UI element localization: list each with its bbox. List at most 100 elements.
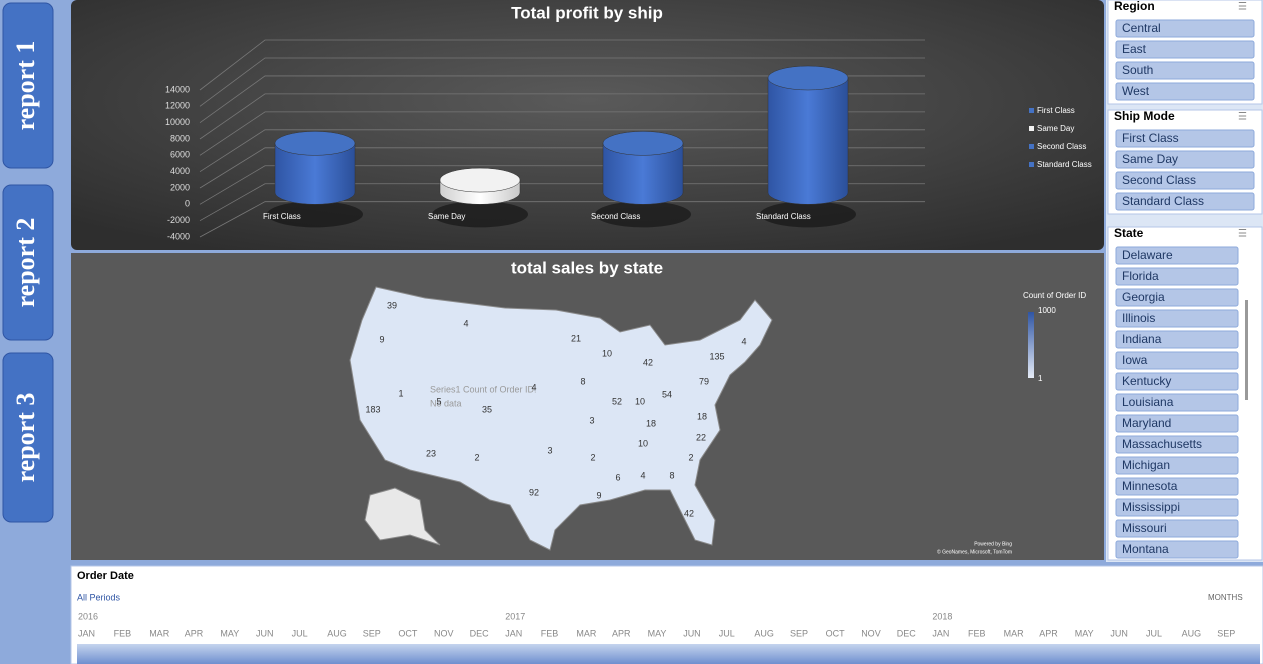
timeline-month[interactable]: MAY (220, 628, 239, 638)
timeline-month[interactable]: MAY (1075, 628, 1094, 638)
nav-label[interactable]: report 3 (11, 393, 40, 483)
slicer-item-label[interactable]: First Class (1122, 131, 1179, 145)
slicer-item[interactable] (1115, 61, 1255, 80)
timeline-month[interactable]: JAN (505, 628, 522, 638)
grid-line (199, 165, 925, 205)
timeline-month[interactable]: JUL (292, 628, 308, 638)
slicer-item-label[interactable]: Second Class (1122, 173, 1196, 187)
timeline-month[interactable]: DEC (897, 628, 917, 638)
state-value: 183 (365, 404, 380, 414)
timeline-month[interactable]: JUL (1146, 628, 1162, 638)
timeline-month[interactable]: JUN (1110, 628, 1128, 638)
timeline-unit[interactable]: MONTHS (1208, 593, 1243, 602)
slicer-item[interactable] (1115, 540, 1239, 559)
slicer-item[interactable] (1115, 246, 1239, 265)
timeline-month[interactable]: APR (185, 628, 204, 638)
slicer-item[interactable] (1115, 330, 1239, 349)
slicer-item[interactable] (1115, 288, 1239, 307)
slicer-item[interactable] (1115, 372, 1239, 391)
slicer-item[interactable] (1115, 351, 1239, 370)
timeline-month[interactable]: FEB (114, 628, 132, 638)
slicer-item[interactable] (1115, 171, 1255, 190)
timeline-month[interactable]: FEB (968, 628, 986, 638)
slicer-item[interactable] (1115, 414, 1239, 433)
slicer-item[interactable] (1115, 129, 1255, 148)
nav-label[interactable]: report 2 (11, 218, 40, 308)
timeline-bar (77, 644, 1260, 664)
slicer-item-label[interactable]: Michigan (1122, 458, 1170, 472)
nav-label[interactable]: report 1 (11, 41, 40, 131)
timeline-month[interactable]: NOV (861, 628, 881, 638)
nav-button[interactable] (2, 2, 54, 169)
slicer-clear-filter[interactable]: ☰ (1238, 2, 1247, 13)
slicer-item[interactable] (1115, 477, 1239, 496)
slicer-clear-filter[interactable]: ☰ (1238, 229, 1247, 240)
timeline-month[interactable]: AUG (1182, 628, 1202, 638)
nav-button[interactable] (2, 184, 54, 341)
slicer-item-label[interactable]: South (1122, 63, 1153, 77)
timeline-month[interactable]: MAR (576, 628, 597, 638)
timeline-month[interactable]: JAN (932, 628, 949, 638)
timeline-month[interactable]: SEP (1217, 628, 1235, 638)
slicer-item-label[interactable]: Missouri (1122, 521, 1167, 535)
slicer-item-label[interactable]: Standard Class (1122, 194, 1204, 208)
slicer-item-label[interactable]: Same Day (1122, 152, 1178, 166)
y-tick-label: 12000 (165, 101, 190, 111)
slicer-item-label[interactable]: Minnesota (1122, 479, 1178, 493)
slicer-item-label[interactable]: Central (1122, 21, 1161, 35)
timeline-month[interactable]: NOV (434, 628, 454, 638)
slicer-item-label[interactable]: Indiana (1122, 332, 1162, 346)
timeline-month[interactable]: AUG (327, 628, 347, 638)
slicer-item-label[interactable]: Illinois (1122, 311, 1155, 325)
slicer-item[interactable] (1115, 267, 1239, 286)
slicer-clear-filter[interactable]: ☰ (1238, 112, 1247, 123)
slicer-item[interactable] (1115, 456, 1239, 475)
timeline-month[interactable]: JUN (683, 628, 701, 638)
y-tick-label: -2000 (167, 215, 190, 225)
timeline-month[interactable]: MAY (648, 628, 667, 638)
nav-button[interactable] (2, 352, 54, 523)
slicer-item[interactable] (1115, 19, 1255, 38)
timeline-month[interactable]: MAR (149, 628, 170, 638)
timeline-month[interactable]: DEC (470, 628, 490, 638)
timeline-month[interactable]: APR (612, 628, 631, 638)
timeline-month[interactable]: OCT (826, 628, 846, 638)
slicer-item[interactable] (1115, 82, 1255, 101)
timeline-month[interactable]: JAN (78, 628, 95, 638)
state-value: 21 (571, 333, 581, 343)
slicer-item-label[interactable]: Georgia (1122, 290, 1165, 304)
slicer-item[interactable] (1115, 435, 1239, 454)
slicer-item-label[interactable]: Louisiana (1122, 395, 1174, 409)
slicer-item[interactable] (1115, 519, 1239, 538)
slicer-item[interactable] (1115, 393, 1239, 412)
state-value: 3 (547, 445, 552, 455)
alaska (364, 487, 441, 546)
slicer-item-label[interactable]: Iowa (1122, 353, 1148, 367)
slicer-item-label[interactable]: East (1122, 42, 1147, 56)
timeline-month[interactable]: APR (1039, 628, 1058, 638)
slicer-item-label[interactable]: Maryland (1122, 416, 1171, 430)
slicer-item-label[interactable]: Kentucky (1122, 374, 1171, 388)
slicer-item-label[interactable]: Montana (1122, 542, 1169, 556)
slicer-item[interactable] (1115, 192, 1255, 211)
slicer-item-label[interactable]: Delaware (1122, 248, 1173, 262)
timeline-month[interactable]: JUN (256, 628, 274, 638)
timeline-month[interactable]: AUG (754, 628, 774, 638)
timeline-month[interactable]: MAR (1004, 628, 1025, 638)
timeline-month[interactable]: SEP (363, 628, 381, 638)
state-value: 4 (741, 336, 746, 346)
slicer-item-label[interactable]: Mississippi (1122, 500, 1180, 514)
timeline-month[interactable]: JUL (719, 628, 735, 638)
slicer-item[interactable] (1115, 40, 1255, 59)
slicer-item[interactable] (1115, 150, 1255, 169)
timeline-month[interactable]: FEB (541, 628, 559, 638)
slicer-item[interactable] (1115, 309, 1239, 328)
slicer-item[interactable] (1115, 498, 1239, 517)
slicer-item-label[interactable]: West (1122, 84, 1150, 98)
timeline-period[interactable]: All Periods (77, 592, 121, 602)
timeline-month[interactable]: OCT (398, 628, 418, 638)
slicer-item-label[interactable]: Florida (1122, 269, 1159, 283)
timeline-month[interactable]: SEP (790, 628, 808, 638)
map-legend-scale (1028, 312, 1034, 378)
slicer-item-label[interactable]: Massachusetts (1122, 437, 1202, 451)
